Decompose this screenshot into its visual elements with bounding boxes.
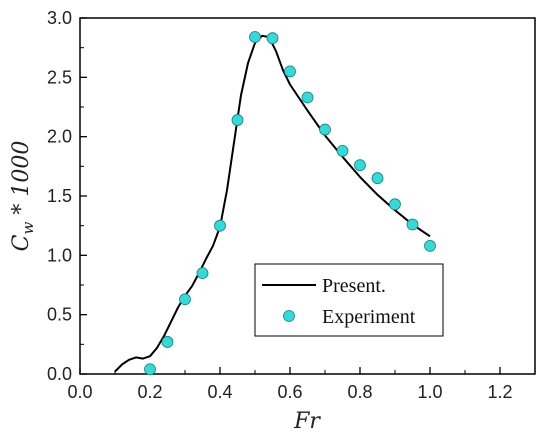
legend-marker-swatch [283, 310, 295, 322]
legend: Present. Experiment [254, 263, 444, 337]
axis-ticks [79, 17, 501, 375]
legend-label-experiment: Experiment [322, 306, 416, 328]
y-tick-label: 0.0 [47, 364, 72, 384]
series-layer [114, 31, 436, 376]
experiment-point [196, 267, 209, 280]
experiment-point [424, 239, 436, 252]
y-axis-title-main: C [9, 234, 34, 251]
series-present-line [114, 34, 431, 373]
experiment-point [179, 293, 191, 306]
y-tick-label: 2.5 [47, 67, 72, 87]
legend-box [254, 263, 444, 337]
experiment-point [266, 32, 279, 45]
legend-label-present: Present. [322, 275, 386, 297]
experiment-point [336, 145, 349, 157]
y-tick-label: 3.0 [47, 8, 72, 28]
y-axis-title-subscript: w [19, 221, 37, 234]
experiment-point [389, 198, 401, 211]
x-tick-label: 1.0 [417, 382, 442, 402]
experiment-point [371, 172, 384, 185]
experiment-point [249, 31, 261, 43]
x-tick-label: 1.2 [487, 382, 512, 402]
x-tick-label: 0.6 [277, 382, 302, 402]
experiment-point [406, 218, 419, 231]
x-axis-title: Fr [293, 409, 321, 434]
experiment-point [214, 219, 226, 232]
experiment-point [354, 159, 366, 172]
experiment-point [144, 363, 156, 376]
experiment-point [319, 123, 331, 136]
x-tick-label: 0.2 [137, 382, 162, 402]
x-tick-label: 0.8 [347, 382, 372, 402]
y-tick-label: 1.5 [47, 186, 72, 206]
y-axis-title-rest: * 1000 [9, 141, 34, 222]
x-tick-label: 0.0 [67, 382, 92, 402]
experiment-point [231, 114, 244, 126]
y-tick-label: 0.5 [47, 305, 72, 325]
y-tick-label: 1.0 [47, 245, 72, 265]
experiment-point [161, 336, 174, 348]
y-tick-label: 2.0 [47, 127, 72, 147]
experiment-point [301, 91, 314, 104]
experiment-point [284, 65, 296, 78]
x-tick-label: 0.4 [207, 382, 232, 402]
y-axis-title: Cw * 1000 [9, 141, 37, 252]
axis-tick-labels: 0.0 0.2 0.4 0.6 0.8 1.0 1.2 0.0 0.5 1.0 1.5 2.0 2.5 3… [47, 8, 513, 402]
